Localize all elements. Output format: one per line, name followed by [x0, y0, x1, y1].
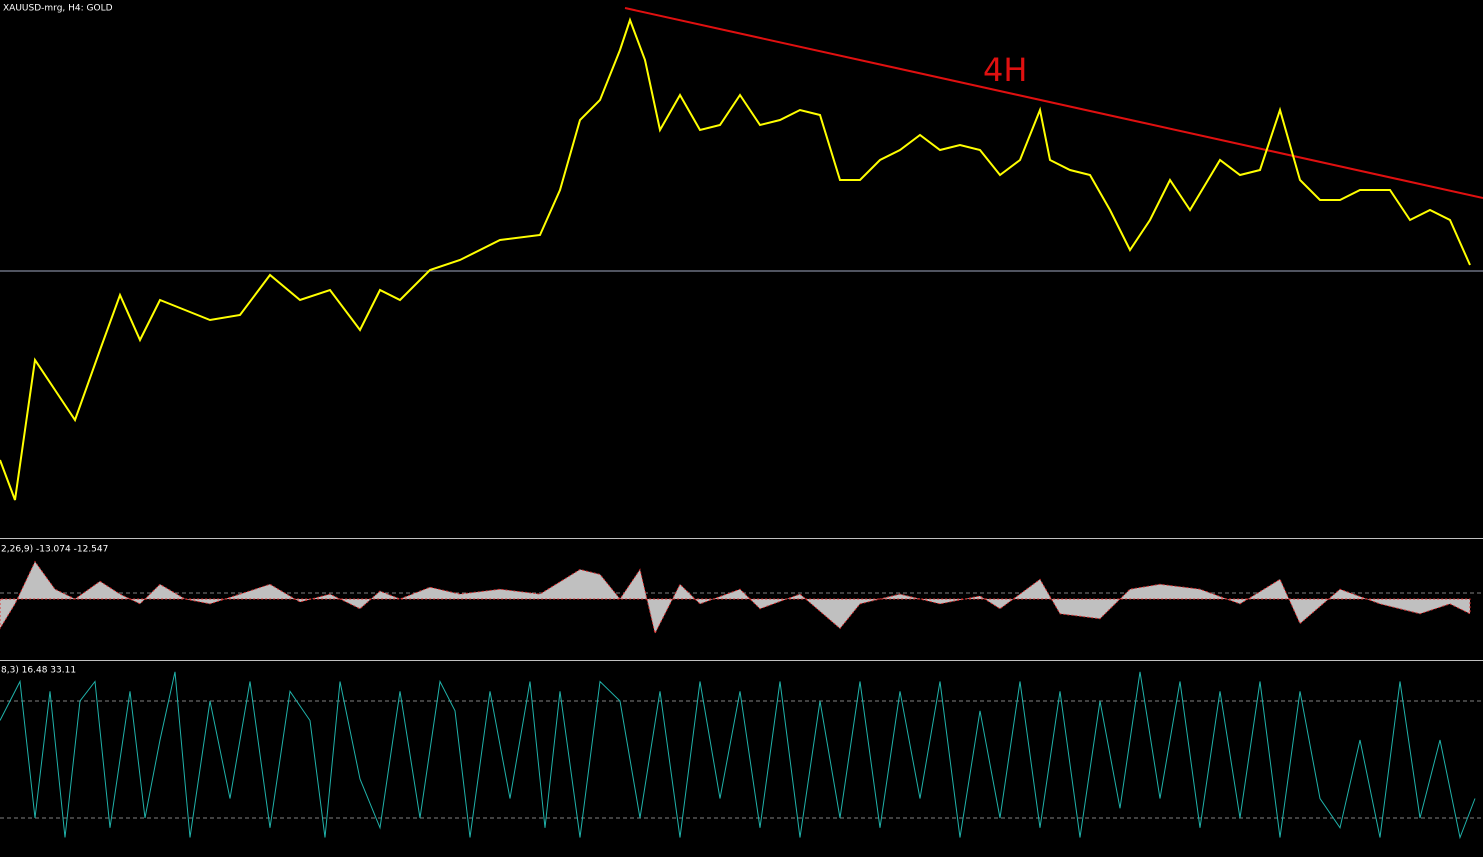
indicator-label: 8,3) 16.48 33.11 — [1, 666, 76, 676]
chart-title: XAUUSD-mrg, H4: GOLD — [3, 4, 113, 14]
histogram-area — [0, 560, 1471, 635]
annotation: 4H — [983, 51, 1027, 89]
series-line — [0, 17, 1471, 501]
indicator-label: 2,26,9) -13.074 -12.547 — [1, 545, 108, 555]
series-line — [0, 671, 1476, 840]
trend-line — [624, 7, 1483, 199]
